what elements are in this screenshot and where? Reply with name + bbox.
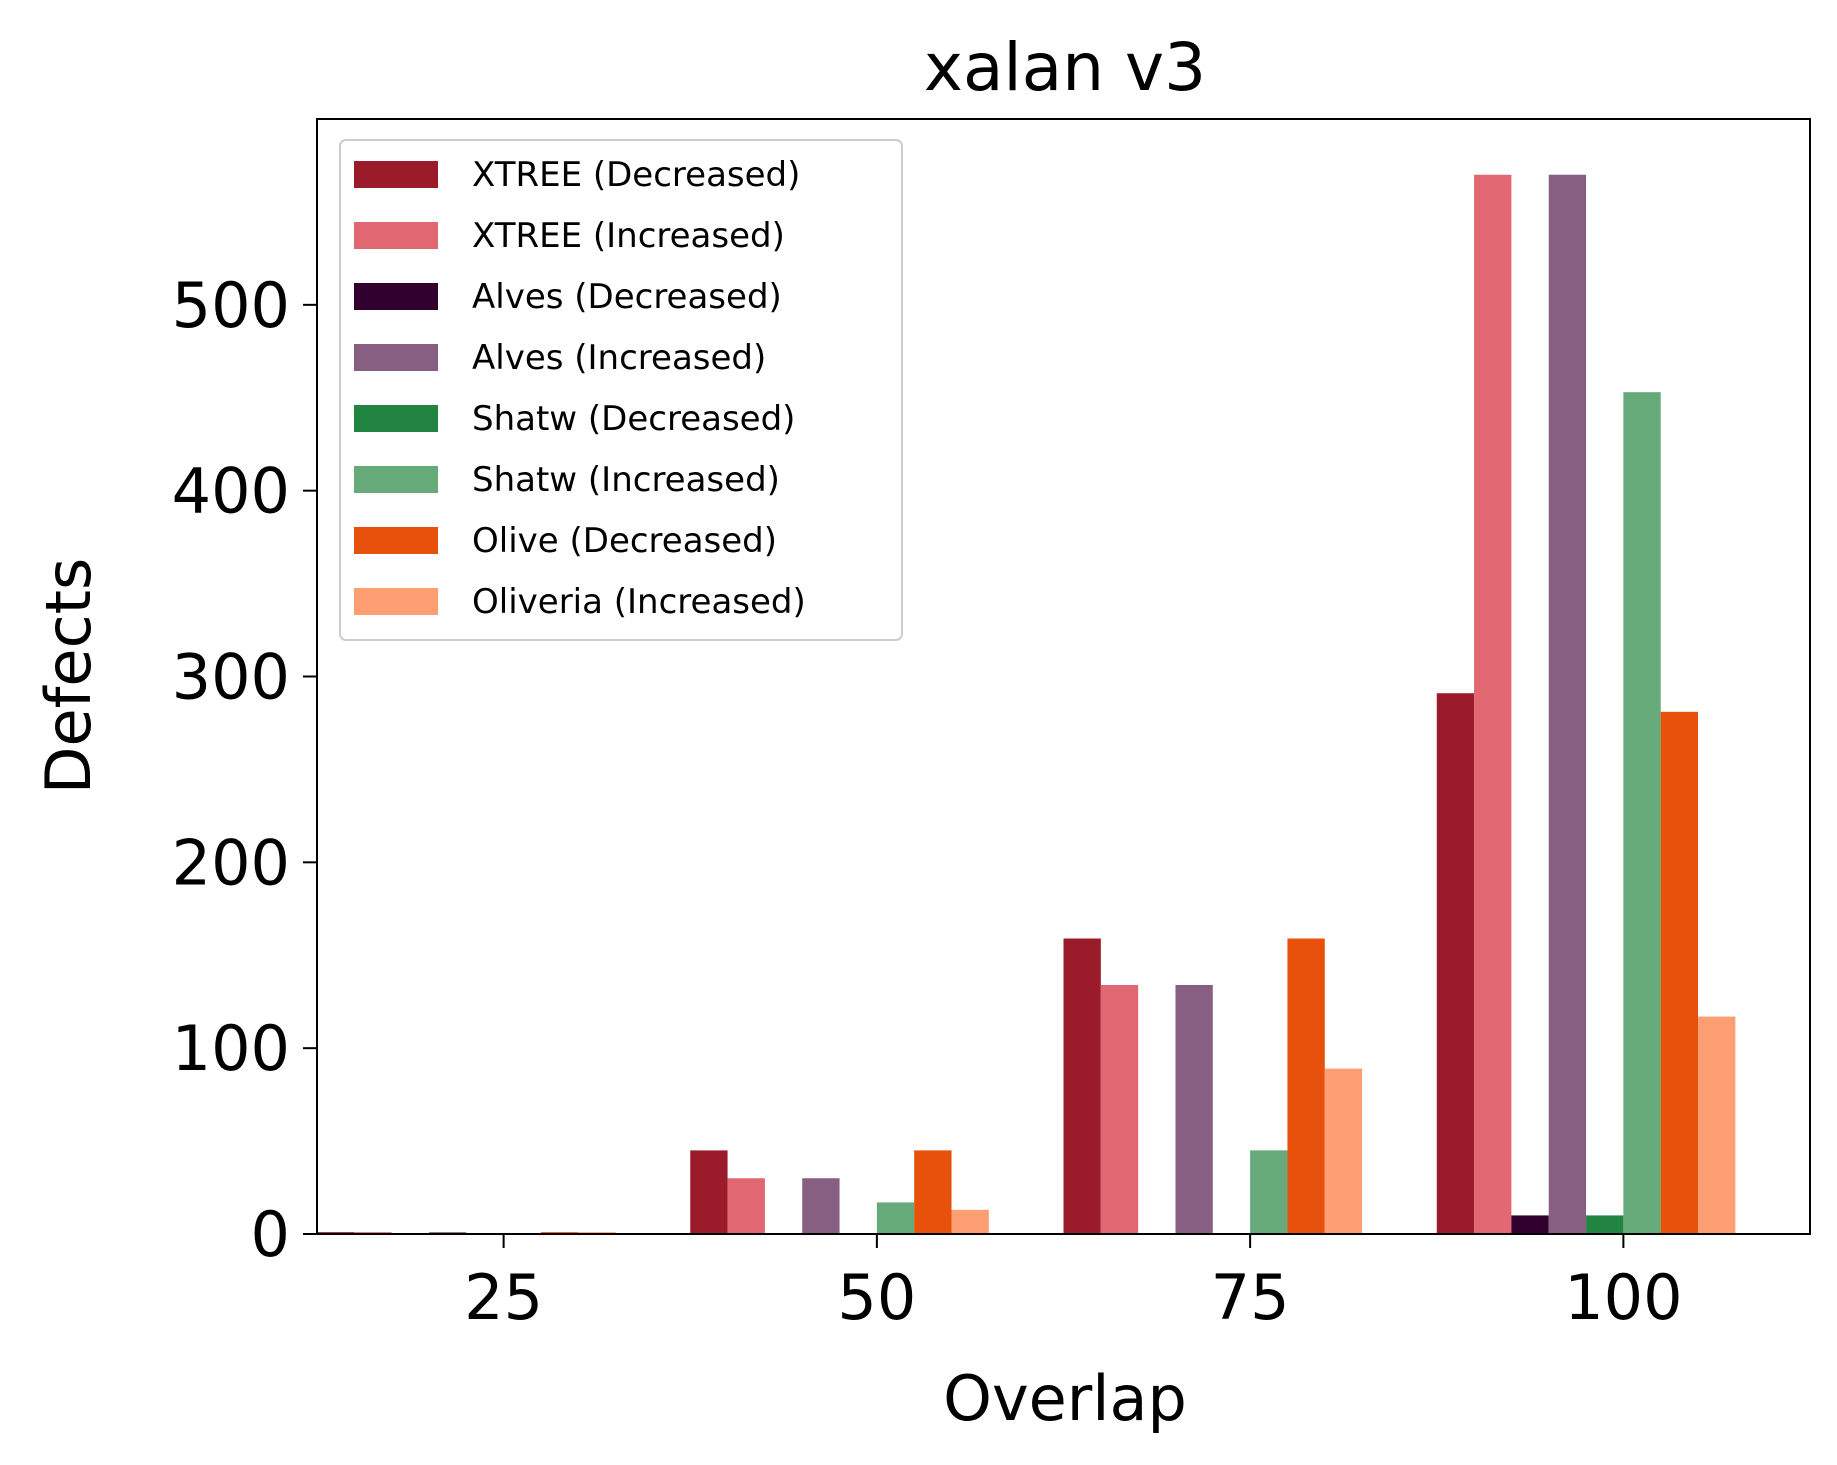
legend-entry-label: XTREE (Increased) bbox=[472, 216, 785, 256]
bar-4-group-100 bbox=[1548, 174, 1587, 1234]
bar-5-group-100 bbox=[1586, 1215, 1624, 1234]
legend-entry-label: Shatw (Increased) bbox=[472, 460, 780, 500]
x-tick-label: 25 bbox=[464, 1261, 543, 1334]
legend-entry-label: Olive (Decreased) bbox=[472, 521, 777, 561]
x-tick-label: 50 bbox=[837, 1261, 916, 1334]
bar-3-group-100 bbox=[1511, 1215, 1549, 1234]
y-tick-label: 200 bbox=[172, 826, 290, 899]
bar-4-group-75 bbox=[1175, 984, 1213, 1234]
legend-box bbox=[339, 139, 903, 641]
legend-swatch bbox=[354, 283, 438, 310]
legend-entry-label: Alves (Decreased) bbox=[472, 277, 782, 317]
bar-2-group-75 bbox=[1100, 984, 1139, 1234]
bar-2-group-50 bbox=[727, 1178, 765, 1234]
bar-7-group-100 bbox=[1660, 711, 1699, 1234]
legend-swatch bbox=[354, 527, 438, 554]
legend-swatch bbox=[354, 344, 438, 371]
bar-6-group-75 bbox=[1250, 1150, 1288, 1235]
legend: XTREE (Decreased) XTREE (Increased) Alves … bbox=[339, 139, 903, 641]
x-tick-label: 100 bbox=[1564, 1261, 1682, 1334]
legend-entry-label: Shatw (Decreased) bbox=[472, 399, 795, 439]
legend-entry-label: Alves (Increased) bbox=[472, 338, 766, 378]
x-axis-label: Overlap bbox=[943, 1362, 1187, 1435]
bar-1-group-50 bbox=[690, 1150, 728, 1235]
chart-title: xalan v3 bbox=[924, 29, 1206, 106]
legend-swatch bbox=[354, 588, 438, 615]
y-tick-label: 500 bbox=[172, 269, 290, 342]
bar-2-group-100 bbox=[1474, 174, 1512, 1234]
bar-6-group-100 bbox=[1623, 392, 1661, 1234]
bar-8-group-75 bbox=[1324, 1068, 1363, 1234]
legend-entry-label: Oliveria (Increased) bbox=[472, 582, 806, 622]
bar-6-group-50 bbox=[876, 1202, 915, 1234]
legend-swatch bbox=[354, 222, 438, 249]
bar-7-group-75 bbox=[1287, 938, 1325, 1234]
bars-layer bbox=[317, 174, 1736, 1235]
bar-8-group-100 bbox=[1698, 1016, 1736, 1234]
bar-8-group-50 bbox=[951, 1209, 989, 1234]
bar-1-group-100 bbox=[1436, 693, 1475, 1234]
legend-swatch bbox=[354, 161, 438, 188]
y-tick-label: 400 bbox=[172, 455, 290, 528]
y-tick-label: 300 bbox=[172, 641, 290, 714]
x-axis: 25 50 75 100 bbox=[464, 1234, 1683, 1334]
y-axis-label: Defects bbox=[32, 558, 105, 795]
bar-1-group-75 bbox=[1063, 938, 1101, 1234]
x-tick-label: 75 bbox=[1211, 1261, 1290, 1334]
bar-4-group-50 bbox=[802, 1178, 840, 1234]
legend-swatch bbox=[354, 466, 438, 493]
legend-entry-label: XTREE (Decreased) bbox=[472, 155, 800, 195]
y-axis: 0 100 200 300 400 500 bbox=[172, 269, 317, 1271]
legend-swatch bbox=[354, 405, 438, 432]
y-tick-label: 100 bbox=[172, 1012, 290, 1085]
y-tick-label: 0 bbox=[251, 1198, 290, 1271]
bar-7-group-50 bbox=[914, 1150, 952, 1235]
